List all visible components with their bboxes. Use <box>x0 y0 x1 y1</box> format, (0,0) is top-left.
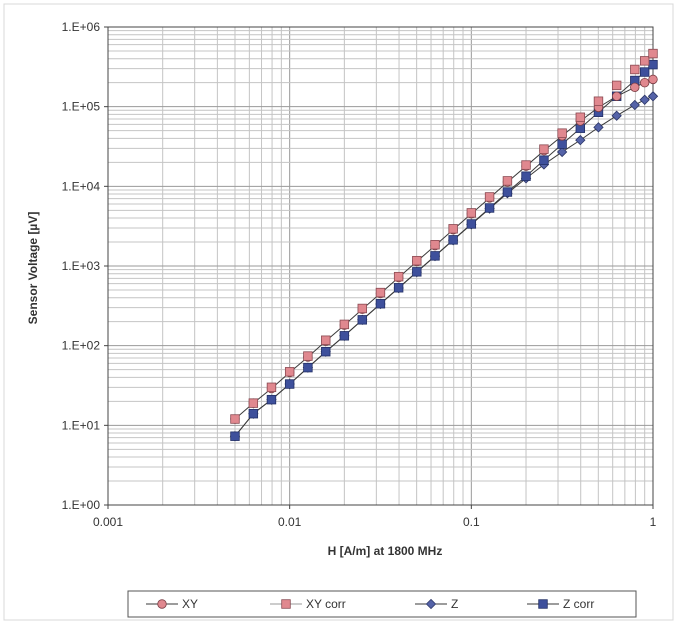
legend-item-xy-corr: XY corr <box>270 597 346 611</box>
data-point-xy-corr <box>557 128 567 138</box>
data-point-z-corr <box>230 431 240 441</box>
x-tick-label: 0.001 <box>93 515 123 529</box>
y-axis-label: Sensor Voltage [µV] <box>26 212 40 325</box>
data-point-z-corr <box>284 379 295 389</box>
data-point-xy-corr <box>230 414 240 424</box>
data-point-z-corr <box>639 67 650 77</box>
legend-label-z: Z <box>451 597 458 611</box>
data-point-xy <box>648 74 658 85</box>
data-point-z-corr <box>248 408 259 419</box>
x-tick-label: 0.01 <box>278 515 302 529</box>
data-point-z-corr <box>339 331 350 341</box>
data-point-xy-corr <box>248 398 259 408</box>
data-point-xy-corr <box>521 160 531 170</box>
data-point-z <box>639 94 650 105</box>
data-point-z-corr <box>539 155 549 165</box>
legend-box <box>127 590 637 618</box>
data-point-xy <box>611 91 622 101</box>
data-point-xy-corr <box>484 192 495 202</box>
data-point-z-corr <box>303 362 313 373</box>
data-point-xy-corr <box>303 351 313 361</box>
y-tick-label: 1.E+04 <box>62 179 101 193</box>
legend-label-xy: XY <box>182 597 198 611</box>
data-point-xy <box>630 82 640 93</box>
data-point-xy-corr <box>593 96 604 106</box>
data-point-xy-corr <box>393 271 404 282</box>
x-tick-label: 1 <box>650 515 657 529</box>
data-point-xy-corr <box>430 240 440 250</box>
data-point-xy-corr <box>412 255 422 266</box>
data-point-xy-corr <box>466 208 477 218</box>
data-point-z-corr <box>448 235 458 245</box>
series-layer <box>229 48 659 442</box>
y-tick-label: 1.E+01 <box>62 418 101 432</box>
data-point-xy-corr <box>575 112 586 122</box>
y-tick-label: 1.E+05 <box>62 100 101 114</box>
y-tick-label: 1.E+06 <box>62 20 101 34</box>
data-point-xy-corr <box>339 319 350 330</box>
data-point-z-corr <box>557 139 567 149</box>
data-point-z <box>611 110 622 121</box>
data-point-z-corr <box>321 346 331 357</box>
data-point-z <box>647 91 659 102</box>
legend-item-z: Z <box>415 597 458 611</box>
legend-label-z-corr: Z corr <box>563 597 594 611</box>
data-point-xy-corr <box>539 144 549 154</box>
data-point-xy-corr <box>357 303 367 314</box>
data-point-z-corr <box>521 171 531 181</box>
data-point-xy-corr <box>639 56 650 66</box>
data-point-z-corr <box>412 267 422 277</box>
data-point-z-corr <box>484 203 495 213</box>
legend-marker-z <box>425 598 437 610</box>
data-point-z-corr <box>393 283 404 293</box>
y-tick-label: 1.E+03 <box>62 259 101 273</box>
legend: XY XY corr Z Z corr <box>127 590 637 618</box>
y-tick-label: 1.E+02 <box>62 339 101 353</box>
data-point-z <box>575 134 586 146</box>
data-point-z-corr <box>466 219 477 229</box>
legend-marker-z-corr <box>538 599 548 609</box>
data-point-xy <box>639 77 650 88</box>
x-axis-label: H [A/m] at 1800 MHz <box>328 544 443 558</box>
data-point-xy-corr <box>284 367 295 377</box>
data-point-z-corr <box>375 299 386 309</box>
legend-item-xy: XY <box>146 597 198 611</box>
data-point-z <box>593 122 604 133</box>
legend-marker-xy <box>157 599 167 609</box>
data-point-z <box>556 146 568 158</box>
legend-marker-xy-corr <box>281 599 291 609</box>
data-point-z-corr <box>502 187 513 197</box>
legend-item-z-corr: Z corr <box>527 597 594 611</box>
legend-label-xy-corr: XY corr <box>306 597 346 611</box>
data-point-z <box>629 99 640 111</box>
series-z-corr <box>230 59 658 441</box>
data-point-xy-corr <box>266 382 277 393</box>
data-point-xy-corr <box>375 287 386 298</box>
x-axis-ticks: 0.001 0.01 0.1 1 <box>93 505 657 529</box>
data-point-z-corr <box>266 394 277 405</box>
data-point-xy-corr <box>448 224 458 234</box>
data-point-xy-corr <box>611 80 622 91</box>
data-point-xy-corr <box>648 48 658 59</box>
data-point-z-corr <box>357 315 367 325</box>
data-point-xy-corr <box>321 335 331 345</box>
series-xy-corr <box>230 48 658 424</box>
y-axis-ticks: 1.E+00 1.E+01 1.E+02 1.E+03 1.E+04 1.E+05 1.E+… <box>62 20 108 512</box>
y-tick-label: 1.E+00 <box>62 498 101 512</box>
data-point-xy-corr <box>630 64 640 75</box>
x-tick-label: 0.1 <box>463 515 480 529</box>
data-point-z-corr <box>430 251 440 261</box>
data-point-xy-corr <box>502 176 513 186</box>
data-point-z-corr <box>648 59 658 70</box>
